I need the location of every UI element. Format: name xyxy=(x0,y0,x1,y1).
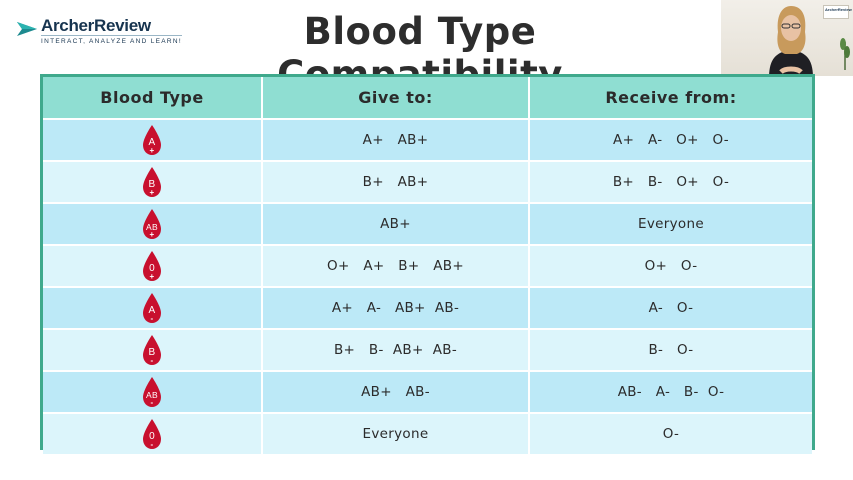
brand-name: ArcherReview xyxy=(41,16,151,35)
rh-sign: + xyxy=(149,188,155,197)
give-to-cell: A+ AB+ xyxy=(262,119,530,162)
compatibility-table: Blood Type Give to: Receive from: A + A+ A… xyxy=(40,74,815,454)
table-header-row: Blood Type Give to: Receive from: xyxy=(43,77,812,120)
blood-drop-icon: B- xyxy=(141,334,163,366)
plant-icon xyxy=(840,38,850,70)
blood-drop-icon: AB - xyxy=(141,376,163,408)
blood-drop-icon: 0- xyxy=(141,418,163,450)
blood-drop-icon: A + xyxy=(141,124,163,156)
table-row: AB + AB+ Everyone xyxy=(43,203,812,246)
blood-type-cell: AB - xyxy=(43,371,263,414)
table-row: 0- Everyone O- xyxy=(43,413,812,454)
give-to-cell: B+ AB+ xyxy=(262,161,530,204)
blood-type-label: A xyxy=(148,305,156,316)
rh-sign: - xyxy=(150,440,154,449)
give-to-cell: AB+ xyxy=(262,203,530,246)
blood-type-cell: 0- xyxy=(43,413,263,454)
blood-type-cell: B- xyxy=(43,329,263,372)
rh-sign: - xyxy=(150,356,154,365)
give-to-cell: Everyone xyxy=(262,413,530,454)
blood-drop-icon: B + xyxy=(141,166,163,198)
blood-drop-icon: 0 + xyxy=(141,250,163,282)
brand-logo: ArcherReview INTERACT, ANALYZE AND LEARN… xyxy=(16,16,183,46)
receive-from-cell: O- xyxy=(529,413,812,454)
blood-type-label: 0 xyxy=(149,431,155,442)
rh-sign: - xyxy=(150,398,154,407)
give-to-cell: AB+ AB- xyxy=(262,371,530,414)
brand-tagline: INTERACT, ANALYZE AND LEARN! xyxy=(41,35,183,46)
header-give-to: Give to: xyxy=(262,77,530,120)
receive-from-cell: B- O- xyxy=(529,329,812,372)
blood-type-cell: A- xyxy=(43,287,263,330)
rh-sign: + xyxy=(149,146,155,155)
header-blood-type: Blood Type xyxy=(43,77,263,120)
give-to-cell: A+ A- AB+ AB- xyxy=(262,287,530,330)
header-receive-from: Receive from: xyxy=(529,77,812,120)
table-row: 0 + O+ A+ B+ AB+ O+ O- xyxy=(43,245,812,288)
blood-type-cell: AB + xyxy=(43,203,263,246)
blood-drop-icon: AB + xyxy=(141,208,163,240)
receive-from-cell: O+ O- xyxy=(529,245,812,288)
table-row: A - A+ A- AB+ AB- A- O- xyxy=(43,287,812,330)
receive-from-cell: A+ A- O+ O- xyxy=(529,119,812,162)
blood-type-cell: B + xyxy=(43,161,263,204)
blood-type-label: AB xyxy=(146,390,158,400)
arrow-logo-icon xyxy=(17,22,37,36)
presenter-video[interactable]: ArcherReview xyxy=(721,0,853,76)
receive-from-cell: A- O- xyxy=(529,287,812,330)
video-poster: ArcherReview xyxy=(823,5,852,19)
blood-type-cell: 0 + xyxy=(43,245,263,288)
table-row: B - B+ B- AB+ AB- B- O- xyxy=(43,329,812,372)
blood-type-label: B xyxy=(148,347,156,358)
blood-type-label: 0 xyxy=(149,263,155,274)
blood-type-label: AB xyxy=(146,222,158,232)
table-row: AB - AB+ AB- AB- A- B- O- xyxy=(43,371,812,414)
blood-type-label: B xyxy=(148,179,156,190)
receive-from-cell: AB- A- B- O- xyxy=(529,371,812,414)
rh-sign: - xyxy=(150,314,154,323)
table-row: B + B+ AB+ B+ B- O+ O- xyxy=(43,161,812,204)
give-to-cell: B+ B- AB+ AB- xyxy=(262,329,530,372)
blood-type-cell: A + xyxy=(43,119,263,162)
presenter-silhouette xyxy=(769,6,813,76)
receive-from-cell: Everyone xyxy=(529,203,812,246)
rh-sign: + xyxy=(149,230,155,239)
give-to-cell: O+ A+ B+ AB+ xyxy=(262,245,530,288)
receive-from-cell: B+ B- O+ O- xyxy=(529,161,812,204)
table-row: A + A+ AB+ A+ A- O+ O- xyxy=(43,119,812,162)
blood-type-label: A xyxy=(148,137,156,148)
rh-sign: + xyxy=(149,272,155,281)
blood-drop-icon: A- xyxy=(141,292,163,324)
